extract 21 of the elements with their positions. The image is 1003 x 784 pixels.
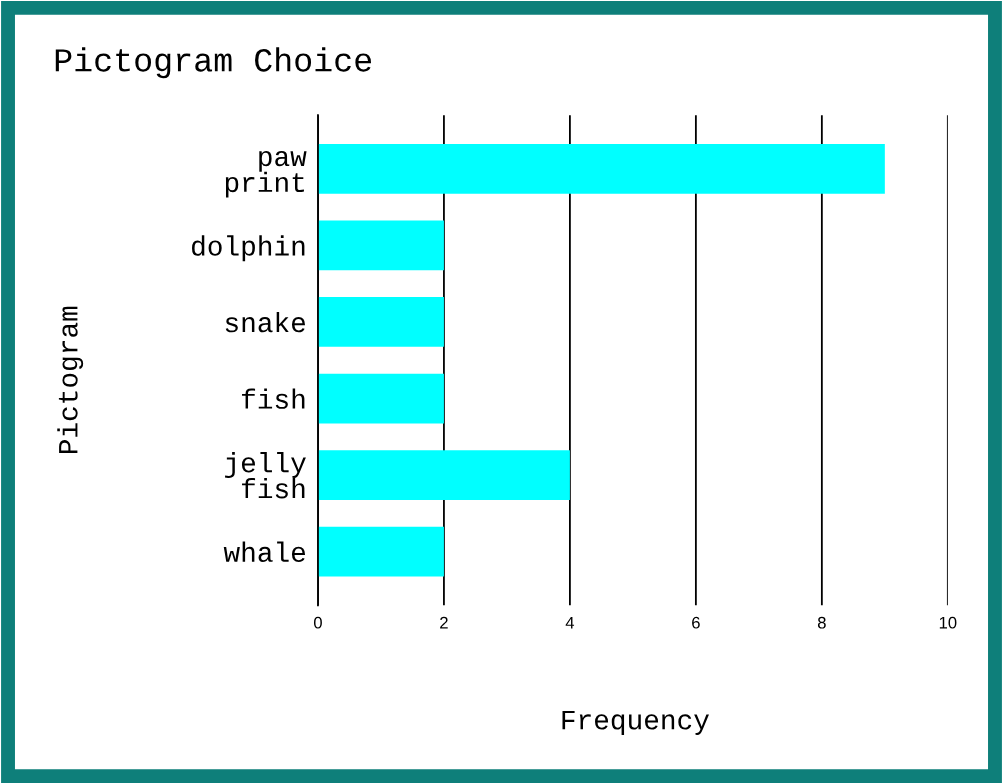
x-tick-label: 4 — [565, 616, 575, 629]
y-axis-title: Pictogram — [57, 306, 84, 454]
bar — [317, 297, 444, 347]
y-tick-label: dolphin — [192, 235, 305, 262]
x-tick-label: 0 — [313, 616, 322, 629]
chart-title: Pictogram Choice — [55, 47, 372, 79]
y-tick-label: jelly fish — [225, 452, 306, 499]
y-tick-label: fish — [242, 388, 305, 409]
y-tick-label: snake — [225, 311, 305, 333]
bar — [317, 143, 885, 194]
x-axis-title: Frequency — [562, 710, 709, 736]
bar — [317, 220, 444, 271]
y-tick-label: paw print — [225, 150, 307, 198]
y-tick-label: whale — [223, 541, 305, 562]
x-tick-label: 8 — [817, 616, 826, 629]
x-tick-label: 10 — [939, 616, 957, 629]
bar — [317, 373, 444, 424]
x-tick-label: 2 — [440, 616, 448, 629]
x-tick-label: 6 — [692, 616, 700, 629]
bar — [317, 450, 570, 500]
bar — [317, 526, 444, 577]
